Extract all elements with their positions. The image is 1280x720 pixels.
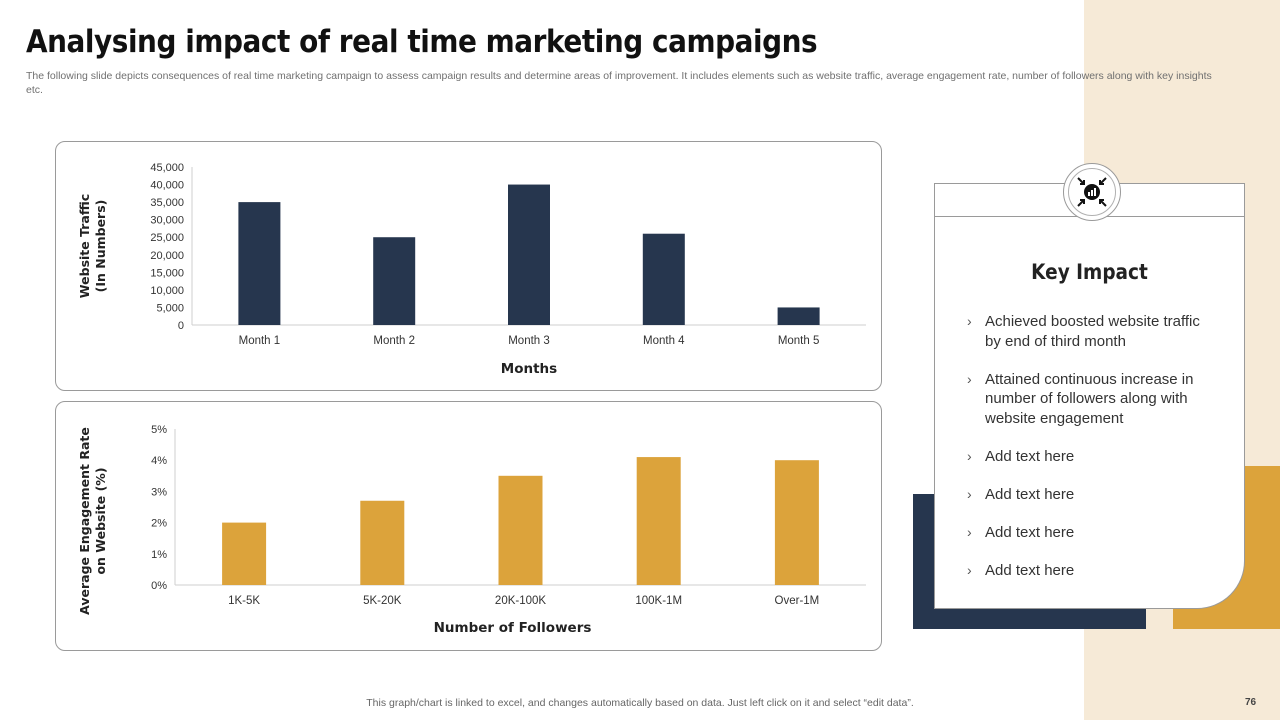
y-tick-label: 0 [178, 320, 184, 332]
bar [373, 237, 416, 325]
chevron-right-icon: › [967, 447, 972, 464]
key-impact-list: › Achieved boosted website traffic by end… [965, 312, 1215, 599]
key-impact-card: Key Impact › Achieved boosted website tra… [934, 163, 1245, 609]
x-tick-label: 100K-1M [635, 595, 682, 607]
y-tick-label: 1% [151, 549, 167, 561]
y-axis-title: Average Engagement Rate on Website (%) [77, 427, 108, 615]
chevron-right-icon: › [967, 313, 972, 329]
key-impact-item: › Add text here [967, 561, 1075, 579]
slide-title: Analysing impact of real time marketing … [26, 24, 818, 60]
y-tick-label: 35,000 [150, 197, 184, 209]
compress-arrows-chart-icon [1077, 177, 1107, 207]
bar [642, 233, 685, 325]
y-tick-label: 10,000 [150, 285, 184, 297]
bar [360, 500, 405, 585]
engagement-rate-chart-card[interactable]: 0% 1% 2% 3% 4% 5% 1K-5K 5K-20K 20K-100K 100K-1M Ov… [55, 401, 882, 651]
y-tick-label: 0% [151, 580, 167, 592]
y-axis-title: Website Traffic (In Numbers) [77, 194, 108, 298]
bar [508, 184, 550, 325]
engagement-rate-chart: 0% 1% 2% 3% 4% 5% 1K-5K 5K-20K 20K-100K 100K-1M Ov… [77, 424, 866, 636]
y-tick-label: 5,000 [156, 302, 184, 314]
chevron-right-icon: › [967, 561, 972, 578]
page-number: 76 [1245, 697, 1257, 708]
chevron-right-icon: › [967, 485, 972, 502]
x-tick-label: 20K-100K [495, 595, 546, 607]
x-tick-label: Month 5 [778, 335, 820, 347]
slide-subtitle: The following slide depicts consequences… [26, 70, 1212, 96]
bar [238, 202, 281, 325]
x-tick-label: 1K-5K [228, 595, 260, 607]
bar [636, 457, 681, 585]
y-tick-label: 25,000 [150, 232, 184, 244]
y-tick-label: 5% [151, 424, 167, 436]
x-tick-label: 5K-20K [363, 595, 402, 607]
y-tick-label: 20,000 [150, 250, 184, 262]
y-tick-label: 3% [151, 486, 167, 498]
y-axis-title-line: on Website (%) [93, 467, 108, 574]
y-tick-label: 2% [151, 518, 167, 530]
key-impact-item: › Add text here [967, 485, 1075, 503]
chevron-right-icon: › [967, 370, 972, 387]
chevron-right-icon: › [967, 523, 972, 540]
website-traffic-chart: 0 5,000 10,000 15,000 20,000 25,000 30,000 35,0… [77, 162, 866, 377]
key-impact-item: › Achieved boosted website traffic by end… [967, 313, 1200, 350]
key-impact-item: › Add text here [967, 523, 1075, 541]
website-traffic-chart-card[interactable]: 0 5,000 10,000 15,000 20,000 25,000 30,000 35,0… [55, 141, 882, 391]
bar [222, 522, 267, 585]
bar [498, 475, 543, 585]
y-tick-label: 30,000 [150, 215, 184, 227]
x-tick-label: Over-1M [775, 595, 820, 607]
x-axis-title: Number of Followers [434, 620, 592, 636]
y-tick-label: 15,000 [150, 267, 184, 279]
x-axis-title: Months [501, 361, 557, 377]
footer-note: This graph/chart is linked to excel, and… [366, 697, 914, 709]
x-tick-label: Month 3 [508, 335, 550, 347]
x-tick-label: Month 2 [373, 335, 415, 347]
y-axis-title-line: Website Traffic [77, 194, 92, 298]
y-tick-label: 40,000 [150, 180, 184, 192]
x-tick-label: Month 1 [239, 335, 281, 347]
y-tick-label: 45,000 [150, 162, 184, 174]
key-impact-item: › Attained continuous increase in number … [967, 370, 1194, 427]
key-impact-icon-ring [1063, 163, 1121, 221]
bar [774, 460, 819, 585]
x-tick-label: Month 4 [643, 335, 685, 347]
key-impact-item: › Add text here [967, 447, 1075, 465]
bar [777, 307, 820, 325]
y-axis-title-line: Average Engagement Rate [77, 427, 92, 615]
key-impact-title: Key Impact [1031, 260, 1148, 284]
y-axis-title-line: (In Numbers) [93, 200, 108, 293]
y-tick-label: 4% [151, 455, 167, 467]
